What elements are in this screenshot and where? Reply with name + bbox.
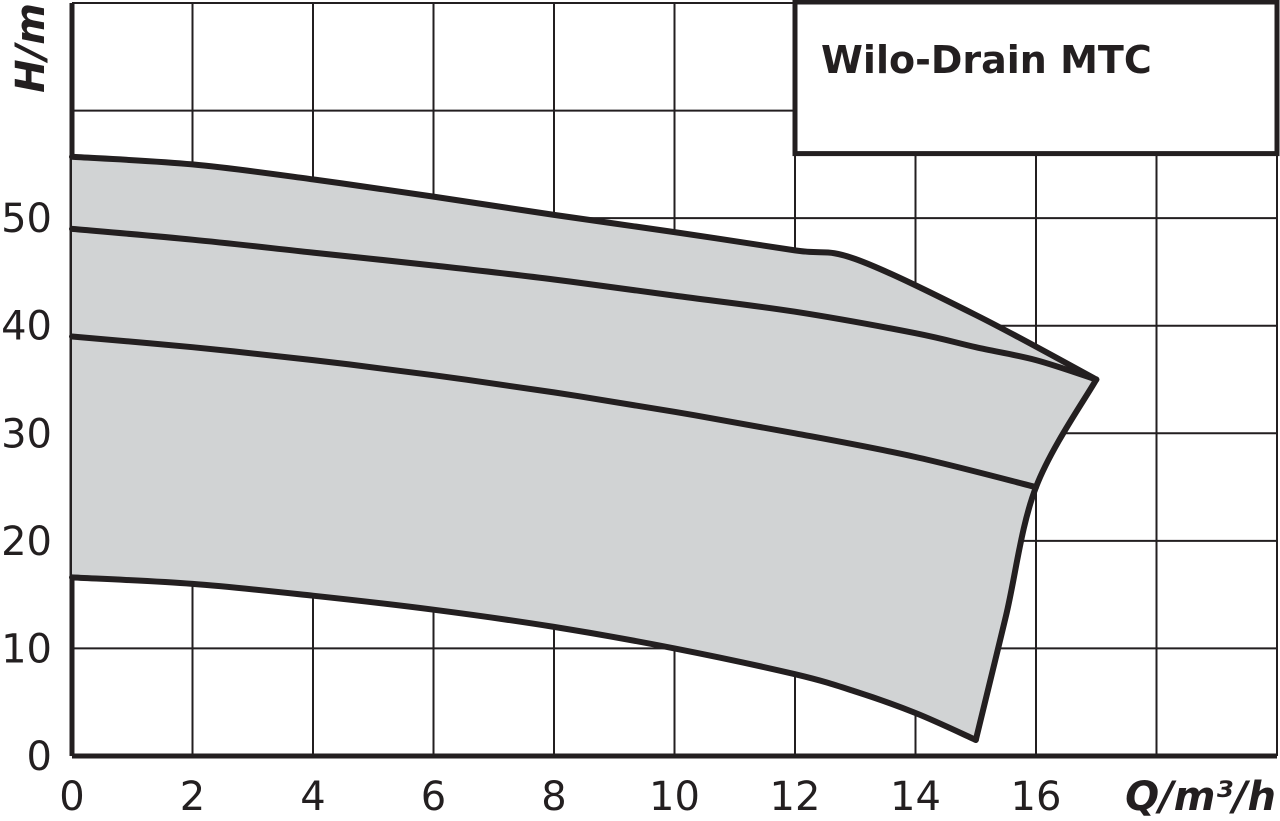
y-tick-label: 30	[1, 411, 52, 457]
x-tick-label: 10	[649, 774, 700, 820]
x-axis-label: Q/m³/h	[1125, 774, 1276, 820]
operating-range-area	[72, 156, 1097, 740]
x-tick-label: 2	[180, 774, 205, 820]
y-tick-label: 10	[1, 626, 52, 672]
x-tick-label: 14	[890, 774, 941, 820]
x-tick-label: 4	[300, 774, 325, 820]
legend-box: Wilo-Drain MTC	[792, 0, 1280, 157]
x-tick-label: 8	[541, 774, 566, 820]
y-tick-label: 50	[1, 196, 52, 242]
envelope-fill	[72, 156, 1097, 740]
curve-2	[69, 333, 1039, 491]
y-axis-label: H/m	[8, 3, 54, 93]
legend-frame	[792, 0, 1280, 157]
tick-labels: 0 2 4 6 8 10 12 14 16 0 10 20 30 40 50	[1, 196, 1061, 820]
x-tick-label: 16	[1011, 774, 1062, 820]
x-tick-label: 12	[770, 774, 821, 820]
y-tick-label: 0	[27, 734, 52, 780]
curve-1	[69, 225, 1100, 383]
chart-title: Wilo-Drain MTC	[821, 38, 1152, 82]
y-tick-label: 40	[1, 304, 52, 350]
y-tick-label: 20	[1, 519, 52, 565]
curve-3	[69, 574, 979, 743]
curve-4	[69, 153, 1100, 383]
curves	[69, 153, 1100, 743]
x-tick-label: 0	[59, 774, 84, 820]
x-tick-label: 6	[421, 774, 446, 820]
curve-5	[972, 376, 1100, 743]
